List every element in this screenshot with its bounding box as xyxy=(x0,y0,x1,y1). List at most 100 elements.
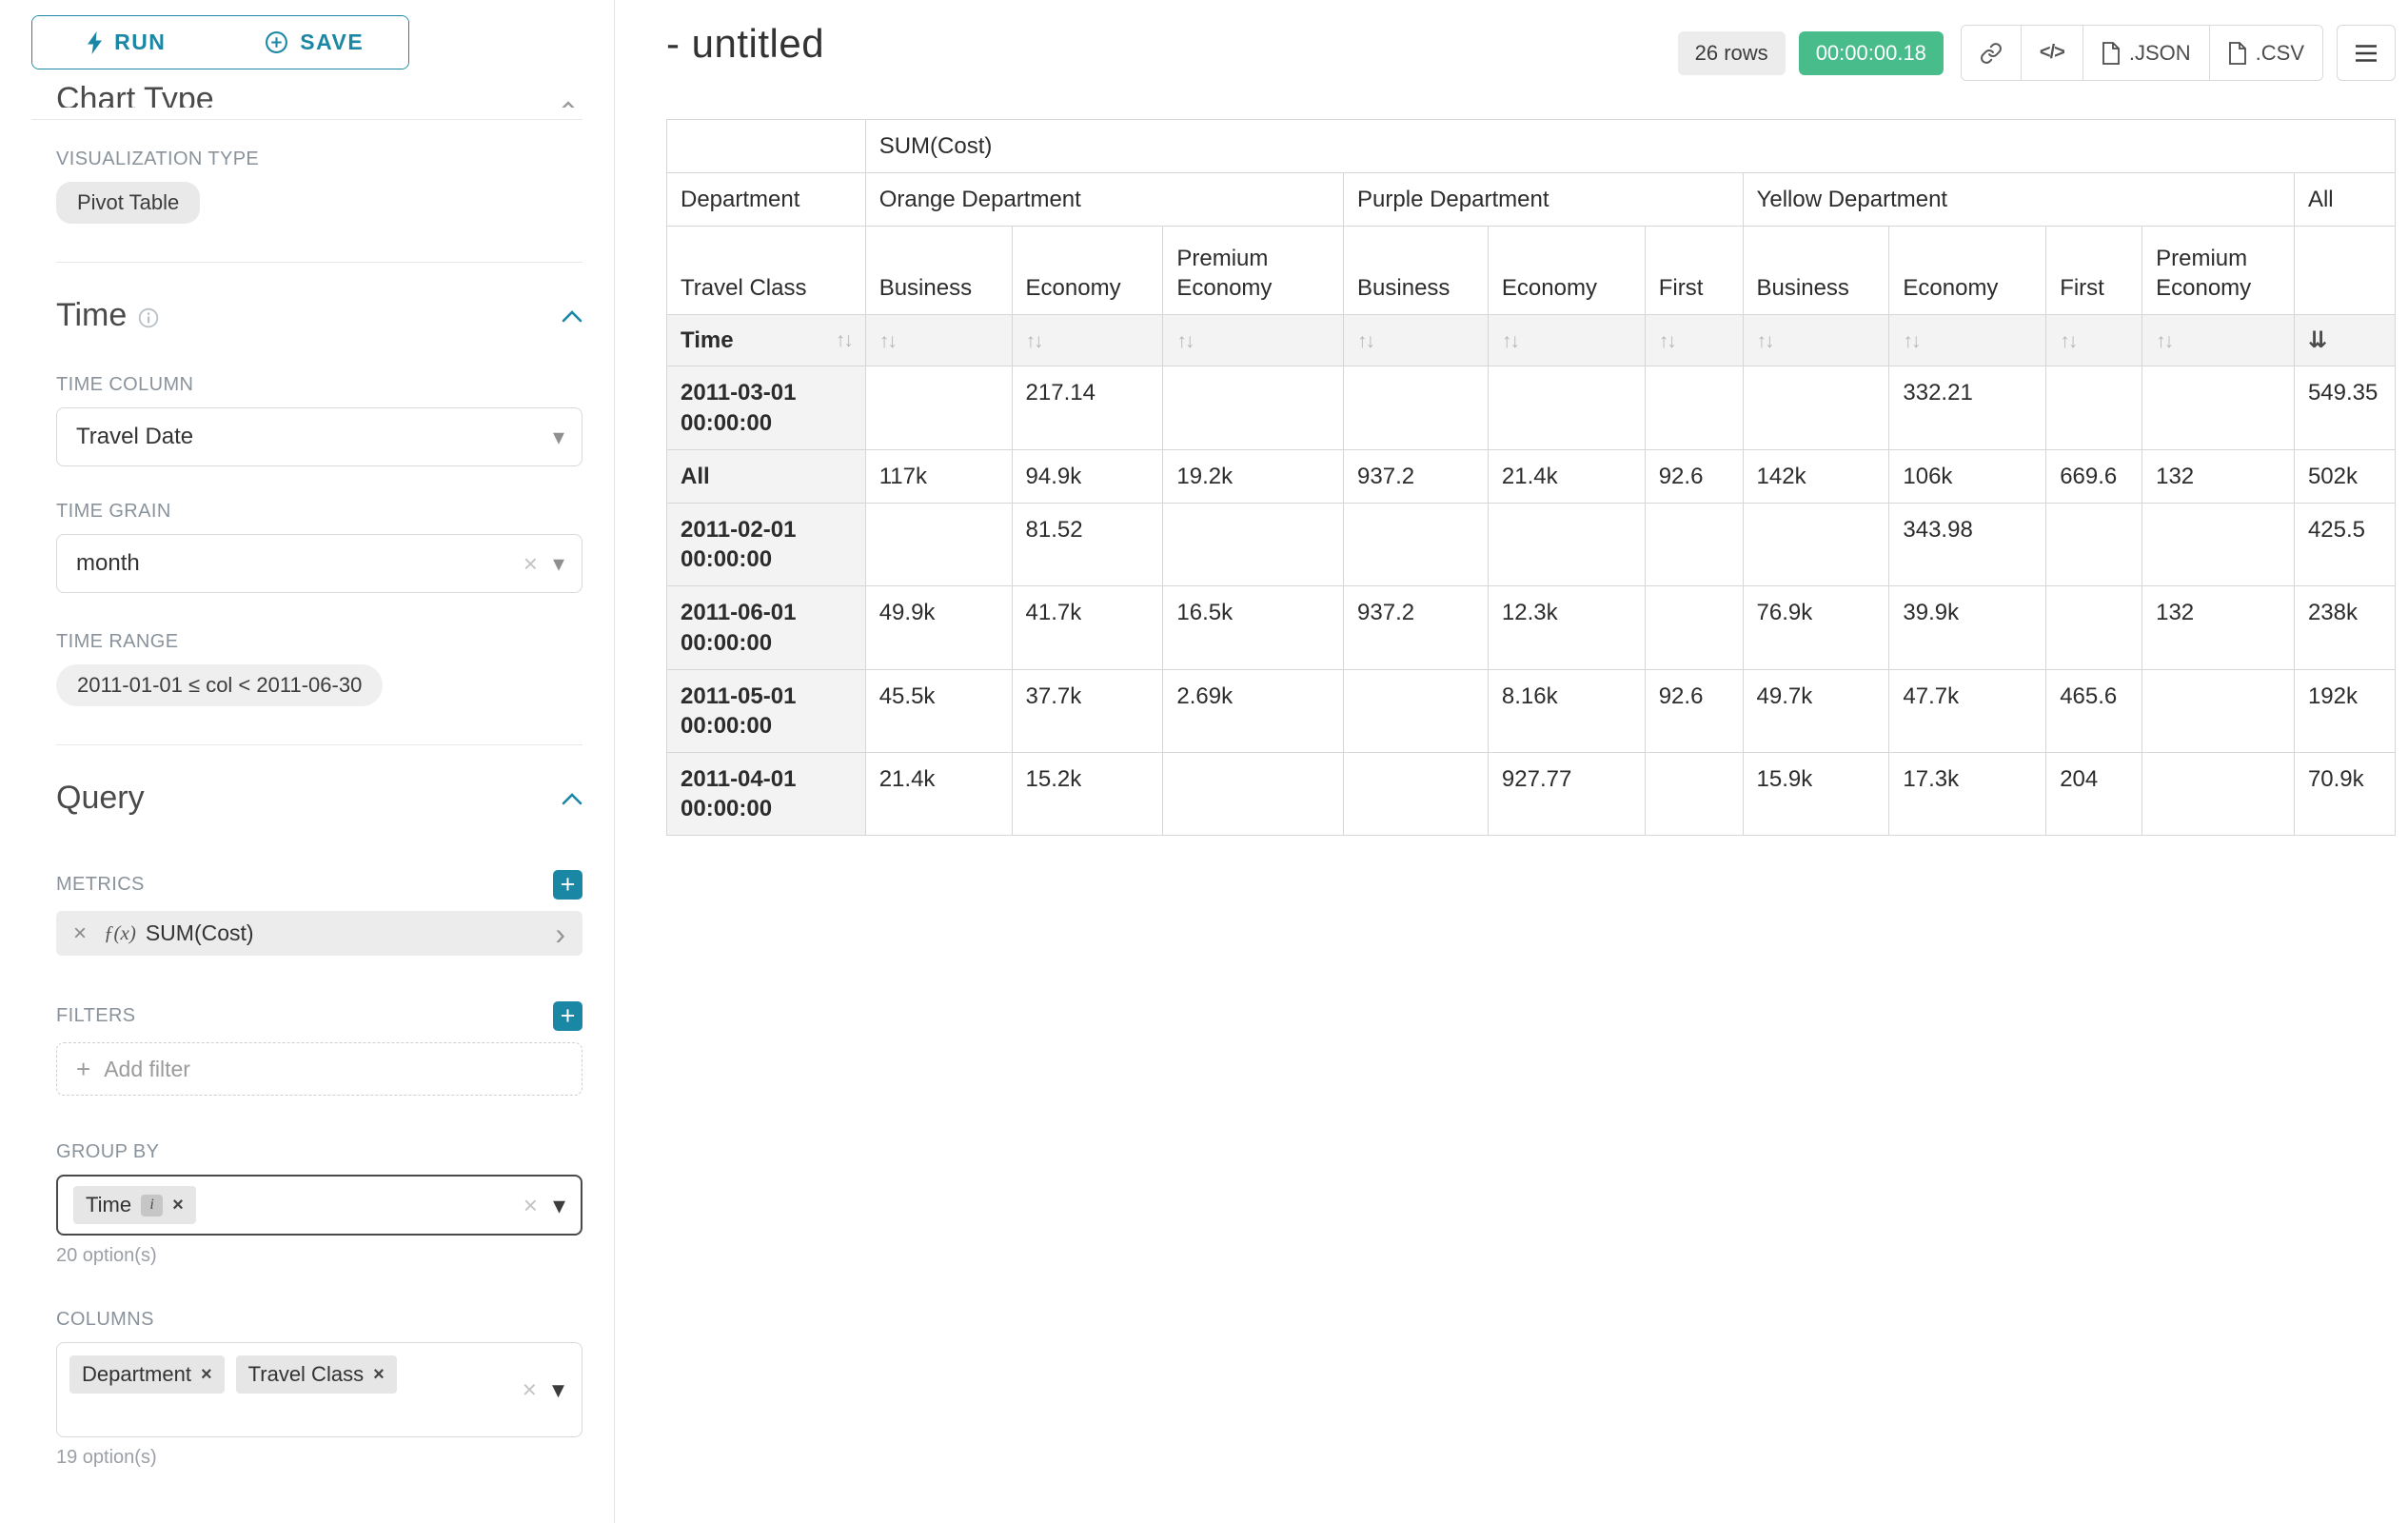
pivot-value-cell: 21.4k xyxy=(864,752,1013,837)
time-column-select[interactable]: Travel Date ▾ xyxy=(56,407,582,466)
column-sort-cell[interactable]: ↑↓ xyxy=(1742,314,1890,367)
column-sort-cell[interactable]: ↑↓ xyxy=(1644,314,1744,367)
row-header: All xyxy=(666,448,866,504)
metric-chip[interactable]: × ƒ(x) SUM(Cost) › xyxy=(56,911,582,956)
time-grain-label: TIME GRAIN xyxy=(56,501,171,522)
travel-class-header: Business xyxy=(1343,226,1489,316)
run-button[interactable]: RUN xyxy=(32,16,221,69)
caret-down-icon[interactable]: ▾ xyxy=(552,1190,565,1219)
column-sort-cell[interactable]: ↑↓ xyxy=(1162,314,1345,367)
travel-class-header: Business xyxy=(1742,226,1890,316)
column-sort-cell[interactable]: ↑↓ xyxy=(1487,314,1646,367)
pivot-value-cell: 132 xyxy=(2142,585,2295,670)
sort-icon[interactable]: ↑↓ xyxy=(1903,330,1921,353)
pivot-value-cell: 94.9k xyxy=(1011,448,1164,504)
save-button-label: SAVE xyxy=(300,30,365,54)
column-info-icon[interactable]: i xyxy=(141,1194,164,1216)
pivot-value-cell xyxy=(1162,752,1345,837)
menu-button[interactable] xyxy=(2337,25,2396,81)
export-json-button[interactable]: .JSON xyxy=(2082,26,2209,80)
clear-all-icon[interactable]: × xyxy=(522,1375,537,1404)
remove-chip-icon[interactable]: × xyxy=(200,1363,212,1385)
pivot-value-cell: 81.52 xyxy=(1011,502,1164,587)
pivot-value-cell xyxy=(1343,366,1489,450)
code-icon: </> xyxy=(2039,42,2065,63)
remove-chip-icon[interactable]: × xyxy=(172,1194,184,1216)
pivot-value-cell: 937.2 xyxy=(1343,585,1489,670)
add-filter-button[interactable]: + Add filter xyxy=(56,1042,582,1096)
chart-header: - untitled 26 rows 00:00:00.18 </> .JSON xyxy=(666,21,2396,81)
sort-icon[interactable]: ↑↓ xyxy=(1176,330,1194,353)
pivot-corner-cell xyxy=(666,118,866,174)
visualization-type-chip[interactable]: Pivot Table xyxy=(56,182,201,224)
column-sort-cell[interactable]: ↑↓ xyxy=(864,314,1013,367)
sort-icon[interactable]: ↑↓ xyxy=(1658,330,1677,353)
column-sort-cell[interactable]: ⇊ xyxy=(2293,314,2397,367)
pivot-value-cell xyxy=(2045,502,2143,587)
columns-chip-travel-class[interactable]: Travel Class × xyxy=(235,1355,397,1394)
column-sort-cell[interactable]: ↑↓ xyxy=(1888,314,2047,367)
travel-class-header: First xyxy=(1644,226,1744,316)
row-header: 2011-05-01 00:00:00 xyxy=(666,668,866,754)
info-icon xyxy=(139,307,159,327)
pivot-value-cell xyxy=(1343,502,1489,587)
pivot-value-cell: 502k xyxy=(2293,448,2397,504)
group-by-chip-time[interactable]: Time i × xyxy=(73,1186,196,1224)
column-sort-cell[interactable]: ↑↓ xyxy=(2142,314,2295,367)
pivot-value-cell xyxy=(864,502,1013,587)
collapse-chevron-icon[interactable] xyxy=(560,90,577,108)
pivot-value-cell: 204 xyxy=(2045,752,2143,837)
department-axis-label: Department xyxy=(666,172,866,227)
sort-desc-active-icon[interactable]: ⇊ xyxy=(2307,327,2328,354)
pivot-value-cell xyxy=(1644,752,1744,837)
columns-chip-department[interactable]: Department × xyxy=(69,1355,225,1394)
pivot-value-cell: 8.16k xyxy=(1487,668,1646,754)
time-row-header: Time ↑↓ xyxy=(666,314,866,367)
column-sort-cell[interactable]: ↑↓ xyxy=(1343,314,1489,367)
remove-chip-icon[interactable]: × xyxy=(373,1363,385,1385)
columns-select[interactable]: Department × Travel Class × × ▾ xyxy=(56,1342,582,1437)
pivot-value-cell: 76.9k xyxy=(1742,585,1890,670)
clear-all-icon[interactable]: × xyxy=(523,1190,538,1219)
pivot-value-cell: 465.6 xyxy=(2045,668,2143,754)
sort-icon[interactable]: ↑↓ xyxy=(1501,330,1520,353)
divider xyxy=(56,262,582,263)
remove-metric-icon[interactable]: × xyxy=(73,920,88,946)
time-grain-select[interactable]: month × ▾ xyxy=(56,534,582,593)
add-metric-button[interactable]: + xyxy=(553,870,582,900)
pivot-value-cell: 12.3k xyxy=(1487,585,1646,670)
sort-icon[interactable]: ↑↓ xyxy=(878,330,898,353)
query-section-header[interactable]: Query xyxy=(56,780,582,817)
sort-icon[interactable]: ↑↓ xyxy=(2156,330,2174,353)
column-sort-cell[interactable]: ↑↓ xyxy=(1011,314,1164,367)
chart-title[interactable]: - untitled xyxy=(666,21,825,66)
sort-icon[interactable]: ↑↓ xyxy=(2060,330,2078,353)
embed-code-button[interactable]: </> xyxy=(2020,26,2082,80)
department-group-header: All xyxy=(2293,172,2397,227)
run-button-label: RUN xyxy=(114,30,167,54)
chevron-up-icon[interactable] xyxy=(562,309,582,323)
pivot-value-cell: 49.9k xyxy=(864,585,1013,670)
chevron-up-icon[interactable] xyxy=(562,792,582,805)
pivot-value-cell xyxy=(1343,668,1489,754)
sort-icon[interactable]: ↑↓ xyxy=(1025,330,1044,353)
save-button[interactable]: SAVE xyxy=(220,16,408,69)
pivot-value-cell xyxy=(2045,585,2143,670)
time-range-chip[interactable]: 2011-01-01 ≤ col < 2011-06-30 xyxy=(56,664,384,706)
copy-link-button[interactable] xyxy=(1961,26,2021,80)
pivot-value-cell: 217.14 xyxy=(1011,366,1164,450)
sort-icon[interactable]: ↑↓ xyxy=(1756,330,1775,353)
time-section-header[interactable]: Time xyxy=(56,297,582,334)
clear-icon[interactable]: × xyxy=(523,548,538,578)
add-filter-plus-button[interactable]: + xyxy=(553,1001,582,1031)
pivot-value-cell: 92.6 xyxy=(1644,668,1744,754)
group-by-select[interactable]: Time i × × ▾ xyxy=(56,1175,582,1236)
export-csv-button[interactable]: .CSV xyxy=(2208,26,2322,80)
pivot-value-cell xyxy=(2045,366,2143,450)
caret-down-icon[interactable]: ▾ xyxy=(551,1375,564,1404)
sort-icon[interactable]: ↑↓ xyxy=(835,329,854,352)
pivot-value-cell xyxy=(1742,502,1890,587)
function-icon: ƒ(x) xyxy=(104,921,136,944)
column-sort-cell[interactable]: ↑↓ xyxy=(2045,314,2143,367)
sort-icon[interactable]: ↑↓ xyxy=(1357,330,1375,353)
